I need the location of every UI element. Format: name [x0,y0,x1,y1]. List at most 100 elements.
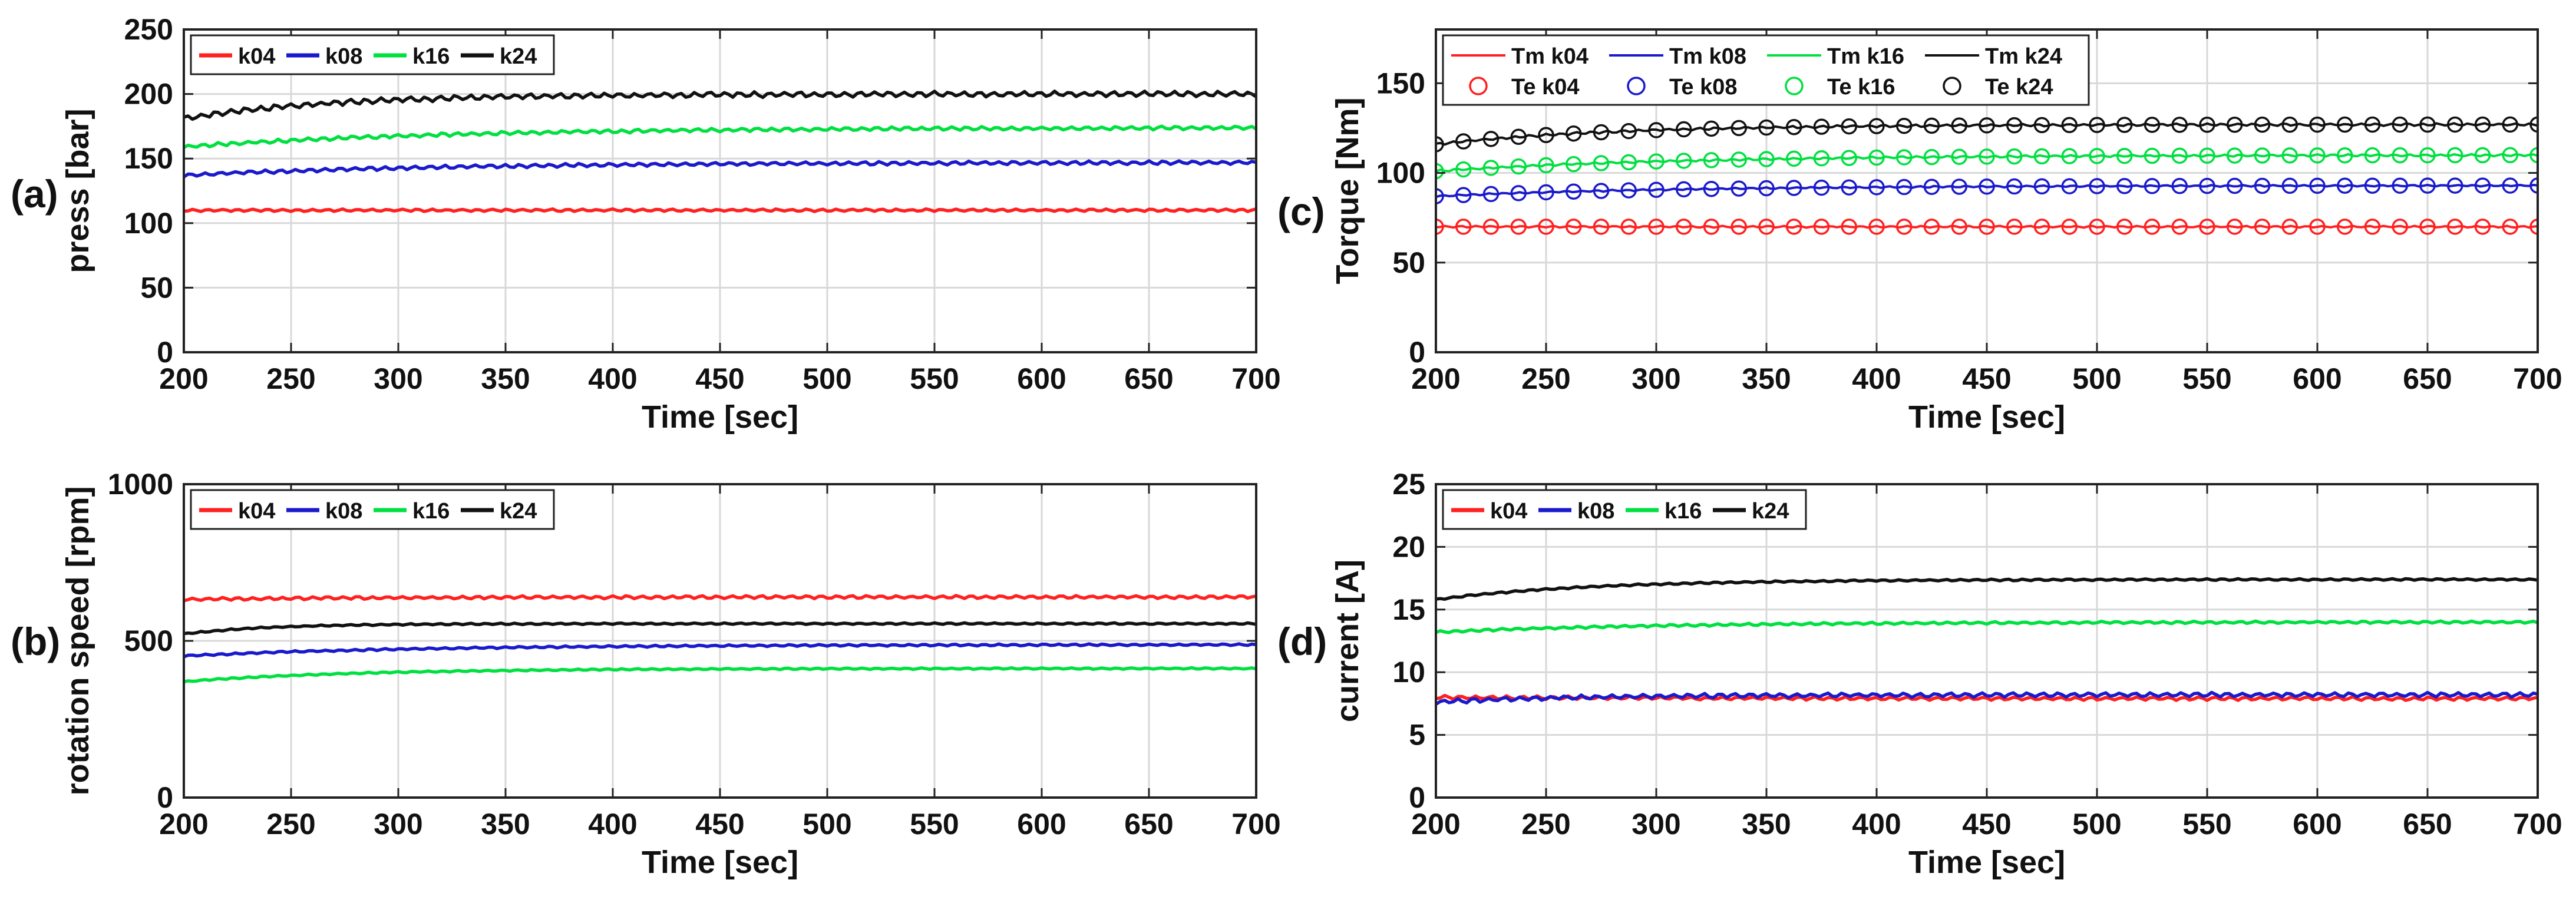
series-marker-te-k16 [2337,147,2353,164]
series-marker-te-k08 [2006,178,2023,195]
series-marker-te-k04 [2144,219,2161,235]
y-tick-label: 15 [1392,593,1425,626]
series-marker-te-k24 [2337,116,2353,133]
series-marker-te-k08 [1813,179,1830,196]
panel-a: 200 250 300 350 400 450 500 550 600 650 700 0 50 100 1… [11,13,1281,435]
y-tick-label: 200 [124,78,173,111]
legend-label-k24: k24 [1752,499,1789,524]
series-marker-te-k24 [2144,117,2161,133]
series-marker-te-k08 [1979,178,1995,195]
series-marker-te-k04 [2309,219,2326,235]
series-marker-te-k24 [1538,127,1554,144]
series-marker-te-k08 [1648,181,1665,198]
series-marker-te-k04 [2502,219,2518,235]
series-marker-te-k08 [2337,177,2353,194]
series-marker-te-k24 [1593,124,1610,141]
x-tick-label: 400 [1852,808,1901,841]
series-marker-te-k16 [1841,150,1857,166]
x-tick-label: 450 [695,808,744,841]
series-marker-te-k04 [2171,219,2188,235]
series-marker-te-k08 [1538,184,1554,201]
series-marker-te-k24 [2281,116,2298,133]
series-line-tm-k08 [1436,183,2538,199]
series-marker-te-k24 [1813,118,1830,135]
series-marker-te-k16 [2281,147,2298,164]
legend-label-te-k08: Te k08 [1669,75,1737,100]
series-marker-te-k16 [1786,150,1802,167]
series-marker-te-k04 [1813,219,1830,235]
panel-label: (a) [11,172,58,216]
x-axis-label: Time [sec] [642,845,798,880]
x-tick-label: 350 [481,808,530,841]
series-marker-te-k24 [1923,117,1940,134]
series-group [1436,116,2538,235]
x-tick-label: 550 [910,808,959,841]
series-marker-te-k16 [2447,147,2463,164]
legend: k04 k08 k16 k24 [190,489,555,530]
series-marker-te-k08 [1593,183,1610,199]
series-marker-te-k16 [1676,153,1692,169]
y-tick-label: 250 [124,13,173,46]
y-tick-label: 0 [1409,781,1425,814]
series-marker-te-k04 [2281,219,2298,235]
series-marker-te-k16 [2309,147,2326,164]
legend-label-k16: k16 [412,44,450,69]
x-axis-label: Time [sec] [642,399,798,435]
series-marker-te-k16 [2502,147,2518,164]
series-marker-te-k24 [1951,117,1967,134]
x-tick-label: 650 [1124,808,1173,841]
x-tick-label: 350 [481,362,530,395]
series-marker-te-k24 [1758,119,1775,136]
series-marker-te-k04 [2061,219,2078,235]
series-marker-te-k04 [1455,219,1472,235]
series-line-tm-k24 [1436,122,2538,146]
y-tick-label: 5 [1409,719,1425,752]
legend-marker-te-k04 [1469,77,1488,95]
series-marker-te-k16 [1510,158,1527,175]
series-marker-te-k04 [1786,219,1802,235]
y-tick-label: 50 [1392,246,1425,279]
series-marker-te-k08 [1566,183,1582,200]
series-marker-te-k08 [2447,177,2463,194]
legend-label-k24: k24 [500,44,537,69]
legend-label-te-k16: Te k16 [1827,75,1895,100]
series-marker-te-k08 [2309,177,2326,194]
legend-box [1442,34,2090,106]
series-line-k08 [1436,690,2538,706]
x-tick-label: 500 [2072,362,2121,395]
series-marker-te-k08 [1455,187,1472,203]
series-line-tm-k16 [1436,153,2538,173]
panel-label: (b) [11,620,60,663]
series-marker-te-k16 [1951,148,1967,166]
series-marker-te-k08 [2474,177,2491,194]
series-marker-te-k08 [2419,177,2436,194]
series-marker-te-k24 [2364,116,2381,133]
series-marker-te-k24 [1703,120,1720,137]
series-marker-te-k08 [2281,177,2298,194]
x-tick-label: 700 [2513,808,2562,841]
series-marker-te-k04 [2089,219,2105,235]
x-tick-label: 400 [1852,362,1901,395]
series-line-k08 [184,159,1256,178]
series-marker-te-k16 [1648,153,1665,170]
series-marker-te-k24 [1566,125,1582,142]
y-axis-label: press [bar] [60,108,95,273]
series-marker-te-k08 [1951,178,1967,195]
series-marker-te-k04 [1676,219,1692,235]
series-marker-te-k24 [1482,131,1500,147]
series-marker-te-k04 [2474,219,2491,235]
x-tick-label: 600 [2293,362,2341,395]
y-axis-label: Torque [Nm] [1330,98,1365,285]
series-marker-te-k04 [1703,219,1720,235]
series-marker-te-k24 [2061,117,2078,134]
x-tick-label: 350 [1742,362,1791,395]
series-marker-te-k04 [1923,219,1940,235]
series-line-k08 [184,642,1256,659]
panel-b: 200 250 300 350 400 450 500 550 600 650 700 0 500 100… [11,468,1281,880]
series-marker-te-k08 [2502,177,2518,194]
x-tick-label: 650 [1124,362,1173,395]
series-marker-te-k16 [1436,163,1444,180]
x-tick-label: 600 [2293,808,2341,841]
x-tick-label: 300 [374,808,422,841]
series-marker-te-k04 [1436,219,1444,235]
